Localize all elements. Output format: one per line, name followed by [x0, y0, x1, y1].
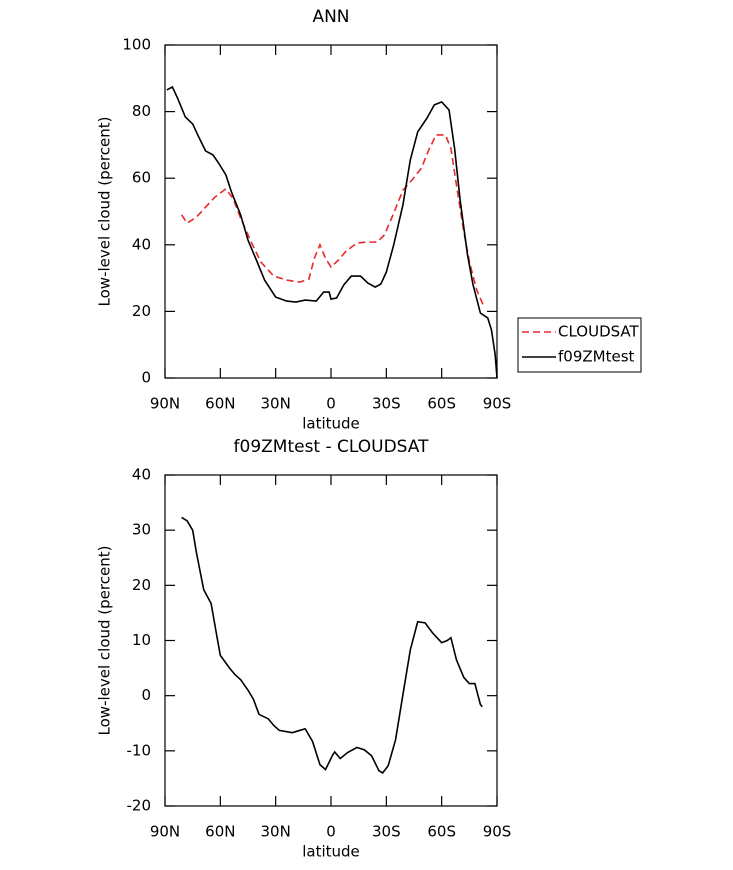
y-tick-label: 60	[132, 169, 151, 187]
x-tick-label: 30N	[261, 823, 291, 841]
y-tick-label: 0	[141, 369, 151, 387]
x-tick-label: 0	[326, 823, 336, 841]
x-tick-label: 60N	[205, 395, 235, 413]
x-tick-label: 30S	[372, 395, 401, 413]
plot-frame	[164, 474, 498, 807]
y-tick-label: 40	[132, 466, 151, 484]
series-line	[181, 516, 483, 774]
x-tick-label: 60S	[427, 395, 456, 413]
x-tick-label: 60N	[205, 823, 235, 841]
y-axis-label: Low-level cloud (percent)	[96, 546, 114, 736]
x-axis-label: latitude	[302, 415, 360, 433]
y-tick-label: 100	[122, 36, 151, 54]
y-tick-label: 10	[132, 631, 151, 649]
x-tick-label: 30N	[261, 395, 291, 413]
x-tick-label: 60S	[427, 823, 456, 841]
y-tick-label: -20	[127, 797, 152, 815]
legend-box	[517, 317, 642, 373]
x-tick-label: 30S	[372, 823, 401, 841]
chart-title: f09ZMtest - CLOUDSAT	[234, 437, 430, 457]
y-tick-label: 20	[132, 576, 151, 594]
series-line	[166, 85, 498, 379]
x-tick-label: 90N	[150, 823, 180, 841]
legend-label: f09ZMtest	[558, 348, 635, 366]
y-tick-label: 80	[132, 102, 151, 120]
x-tick-label: 90S	[483, 823, 512, 841]
x-tick-label: 0	[326, 395, 336, 413]
y-tick-label: 0	[141, 686, 151, 704]
chart-title: ANN	[312, 7, 349, 27]
x-tick-label: 90N	[150, 395, 180, 413]
x-axis-label: latitude	[302, 843, 360, 861]
plot-frame	[164, 44, 498, 379]
x-tick-label: 90S	[483, 395, 512, 413]
series-line	[180, 134, 485, 308]
y-tick-label: -10	[127, 741, 152, 759]
legend-label: CLOUDSAT	[558, 323, 640, 341]
y-axis-label: Low-level cloud (percent)	[96, 117, 114, 307]
y-tick-label: 20	[132, 302, 151, 320]
y-tick-label: 40	[132, 235, 151, 253]
y-tick-label: 30	[132, 521, 151, 539]
